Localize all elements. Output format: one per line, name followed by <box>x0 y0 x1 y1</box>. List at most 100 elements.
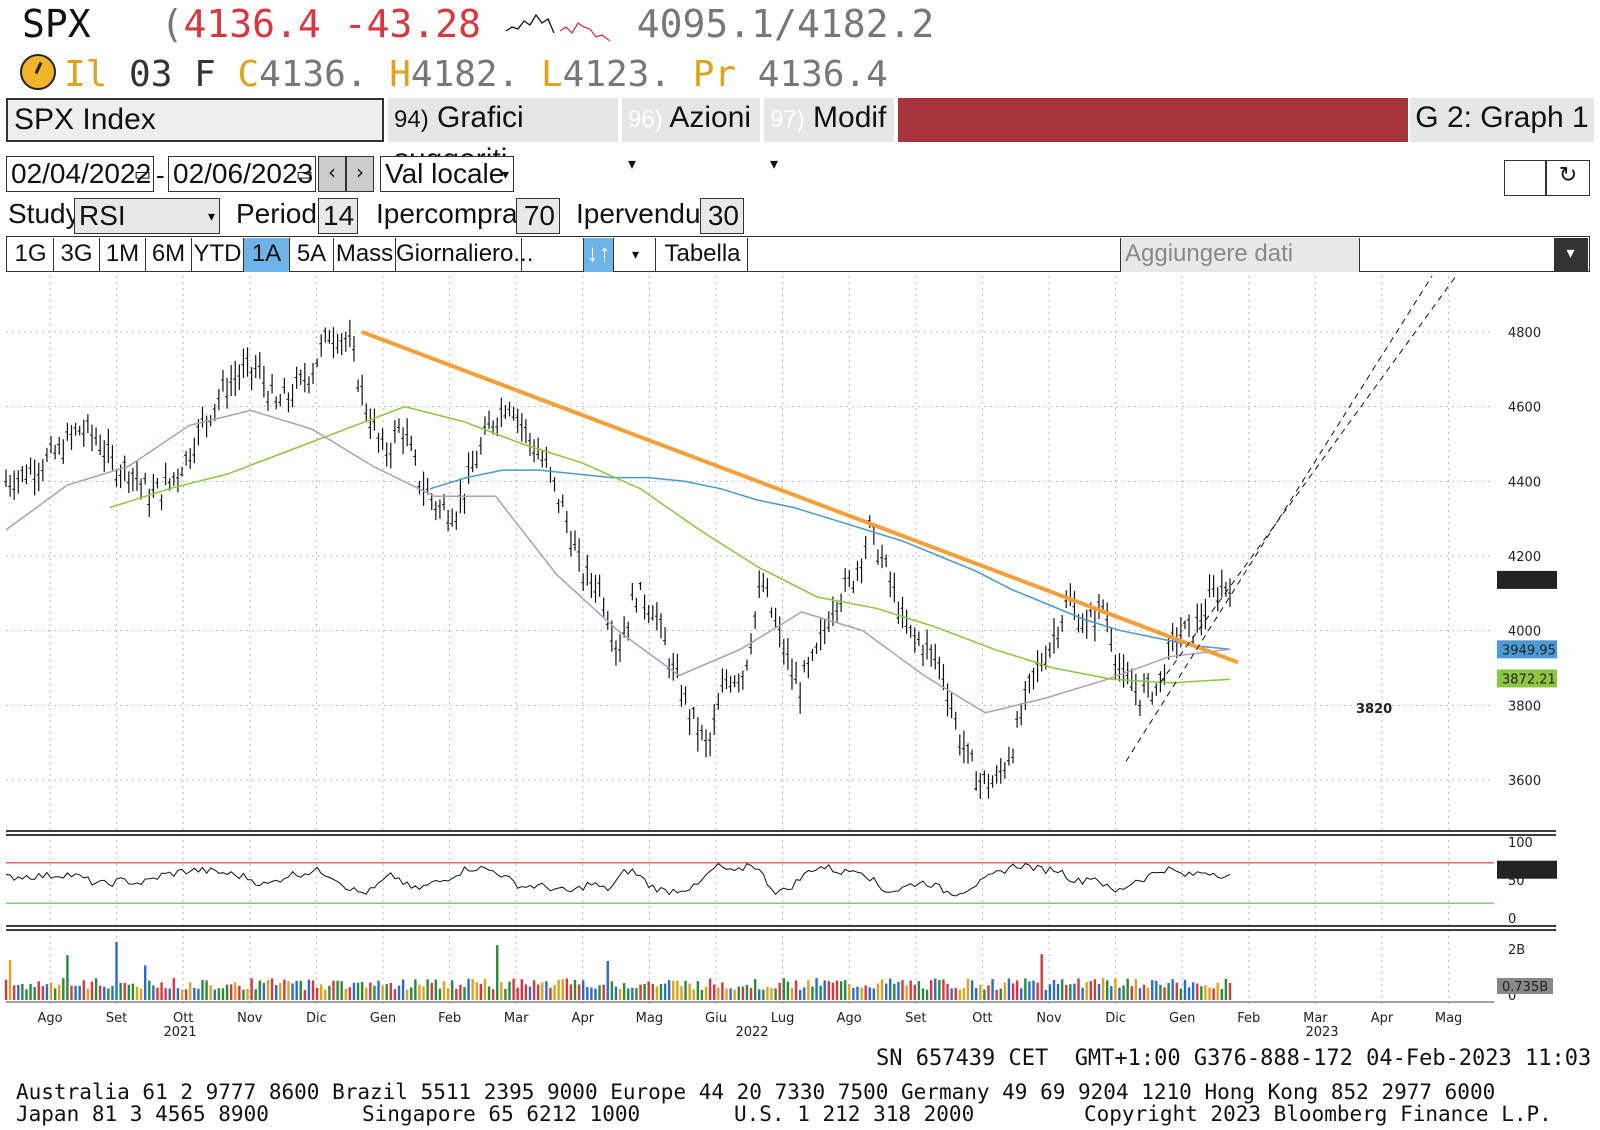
tab-1g[interactable]: 1G <box>8 238 54 272</box>
panel-dropdown[interactable]: ▾ <box>1554 238 1588 272</box>
vol-tag-bg <box>1497 978 1553 994</box>
y-tick-label: 4600 <box>1508 401 1541 416</box>
dropdown-arrow-icon: ▾ <box>770 156 779 173</box>
ma100-tag-bg <box>1497 669 1557 688</box>
x-tick-label: Feb <box>438 1011 461 1026</box>
tab-giornaliero[interactable]: Giornaliero... <box>396 238 533 272</box>
refresh-button[interactable]: ↻ <box>1546 160 1590 196</box>
high-value: 4182. <box>410 54 520 95</box>
gauge-icon[interactable] <box>20 54 56 90</box>
x-tick-label: Feb <box>1237 1011 1260 1026</box>
chevron-right-icon: › <box>356 160 364 184</box>
year-label: 2023 <box>1305 1025 1338 1040</box>
graph-selector[interactable]: G 2: Graph 1 <box>1410 98 1594 142</box>
add-data-field[interactable]: Aggiungere dati <box>1120 238 1360 272</box>
y-tick-label: 4200 <box>1508 550 1541 565</box>
flag-text: Il <box>64 54 108 95</box>
year-label: 2022 <box>735 1025 768 1040</box>
low-value: 4123. <box>562 54 672 95</box>
undo-button[interactable] <box>1504 160 1546 196</box>
tab-ytd[interactable]: YTD <box>192 238 244 272</box>
x-tick-label: Nov <box>237 1011 263 1026</box>
tab-1a[interactable]: 1A <box>244 238 290 272</box>
suggested-charts-button[interactable]: 94) Grafici suggeriti <box>388 98 618 176</box>
vol-last-tag: 0.735B <box>1502 980 1548 995</box>
ma100-tag: 3872.21 <box>1502 672 1556 687</box>
y-tick-label: 3800 <box>1508 699 1541 714</box>
x-tick-label: Ago <box>37 1011 62 1026</box>
y-tick-label: 4400 <box>1508 475 1541 490</box>
channel-upper <box>1159 276 1457 684</box>
last-price: 4136.4 <box>183 2 321 46</box>
period-label: Periodo <box>236 198 333 229</box>
footer-contacts-2: Japan 81 3 4565 8900 Singapore 65 6212 1… <box>16 1102 1552 1126</box>
oversold-label: Ipervenduto <box>576 198 724 229</box>
study-select[interactable]: RSI ▾ <box>74 198 220 234</box>
rsi-tick-label: 0 <box>1508 912 1516 927</box>
prev-period-button[interactable]: ‹ <box>318 156 346 192</box>
annotation-label: 3820 <box>1356 702 1392 717</box>
prev-value: 4136.4 <box>757 54 888 95</box>
calendar-icon[interactable]: ▭ <box>133 164 151 184</box>
vol-tick-label: 2B <box>1508 943 1525 958</box>
footer-session: SN 657439 CET GMT+1:00 G376-888-172 04-F… <box>876 1046 1592 1071</box>
trendline <box>361 330 1239 665</box>
edit-button[interactable]: 97) Modif ▾ <box>764 98 894 173</box>
tab-1m[interactable]: 1M <box>100 238 146 272</box>
day-high: 4182.2 <box>796 2 935 46</box>
ma-100-line <box>109 405 1231 684</box>
net-change: -43.28 <box>343 2 481 46</box>
study-label: Study <box>8 198 80 229</box>
rsi-tick-label: 100 <box>1508 836 1533 851</box>
dropdown-arrow-icon: ▾ <box>207 208 215 224</box>
next-period-button[interactable]: › <box>346 156 374 192</box>
dropdown-arrow-icon: ▾ <box>501 166 509 182</box>
price-chart[interactable]: Ago Set Ott Nov Dic Gen Feb Mar Apr Mag Giu Lug Ago S… <box>0 276 1600 1046</box>
x-tick-label: Set <box>106 1011 127 1026</box>
tab-5a[interactable]: 5A <box>290 238 334 272</box>
x-tick-label: Mar <box>1303 1011 1328 1026</box>
x-tick-label: Gen <box>370 1011 396 1026</box>
chart-type-active[interactable]: ↓↑ <box>584 238 614 272</box>
currency-select[interactable]: Val locale ▾ <box>380 156 514 192</box>
ticker: SPX <box>22 2 91 46</box>
actions-button[interactable]: 96) Azioni ▾ <box>622 98 760 173</box>
period-tabs <box>6 236 1590 272</box>
dropdown-arrow-icon: ▾ <box>631 246 640 262</box>
oversold-field[interactable]: 30 <box>700 198 744 234</box>
chart-type-button[interactable] <box>546 238 584 272</box>
x-tick-label: Dic <box>306 1011 327 1026</box>
vol-tick-label: 0 <box>1508 989 1516 1004</box>
x-tick-label: Mag <box>636 1011 663 1026</box>
x-tick-label: Set <box>905 1011 926 1026</box>
x-tick-label: Mar <box>504 1011 529 1026</box>
period-field[interactable]: 14 <box>318 198 358 234</box>
ma200-tag: 3949.95 <box>1502 643 1556 658</box>
x-tick-label: Dic <box>1105 1011 1126 1026</box>
x-tick-label: Gen <box>1169 1011 1195 1026</box>
ma-200-line <box>429 469 1231 651</box>
tab-3g[interactable]: 3G <box>54 238 100 272</box>
grid-lines <box>6 276 1494 1004</box>
tab-mass[interactable]: Mass <box>334 238 396 272</box>
last-price-tag: 4136.48 <box>1502 574 1556 589</box>
brand-bar <box>898 98 1408 142</box>
date-to-field[interactable]: 02/06/2023 ▭ <box>168 156 316 192</box>
x-tick-label: Apr <box>572 1011 595 1026</box>
date-from-field[interactable]: 02/04/2022 ▭ <box>6 156 154 192</box>
table-button[interactable]: Tabella <box>658 238 748 272</box>
redo-icon: ↻ <box>1558 163 1578 188</box>
tab-6m[interactable]: 6M <box>146 238 192 272</box>
security-field[interactable]: SPX Index <box>6 98 384 142</box>
x-tick-label: Mag <box>1435 1011 1462 1026</box>
chevron-left-icon: ‹ <box>328 160 336 184</box>
year-label: 2021 <box>163 1025 196 1040</box>
chart-type-dropdown[interactable]: ▾ <box>616 238 656 272</box>
overbought-field[interactable]: 70 <box>516 198 560 234</box>
dropdown-arrow-icon: ▾ <box>628 156 637 173</box>
calendar-icon[interactable]: ▭ <box>295 164 313 184</box>
footer-contacts-1: Australia 61 2 9777 8600 Brazil 5511 239… <box>16 1080 1496 1104</box>
field-num: 03 <box>129 54 173 95</box>
rsi-last-tag: 63.5579 <box>1500 864 1554 879</box>
sparkline-icon <box>505 13 611 42</box>
